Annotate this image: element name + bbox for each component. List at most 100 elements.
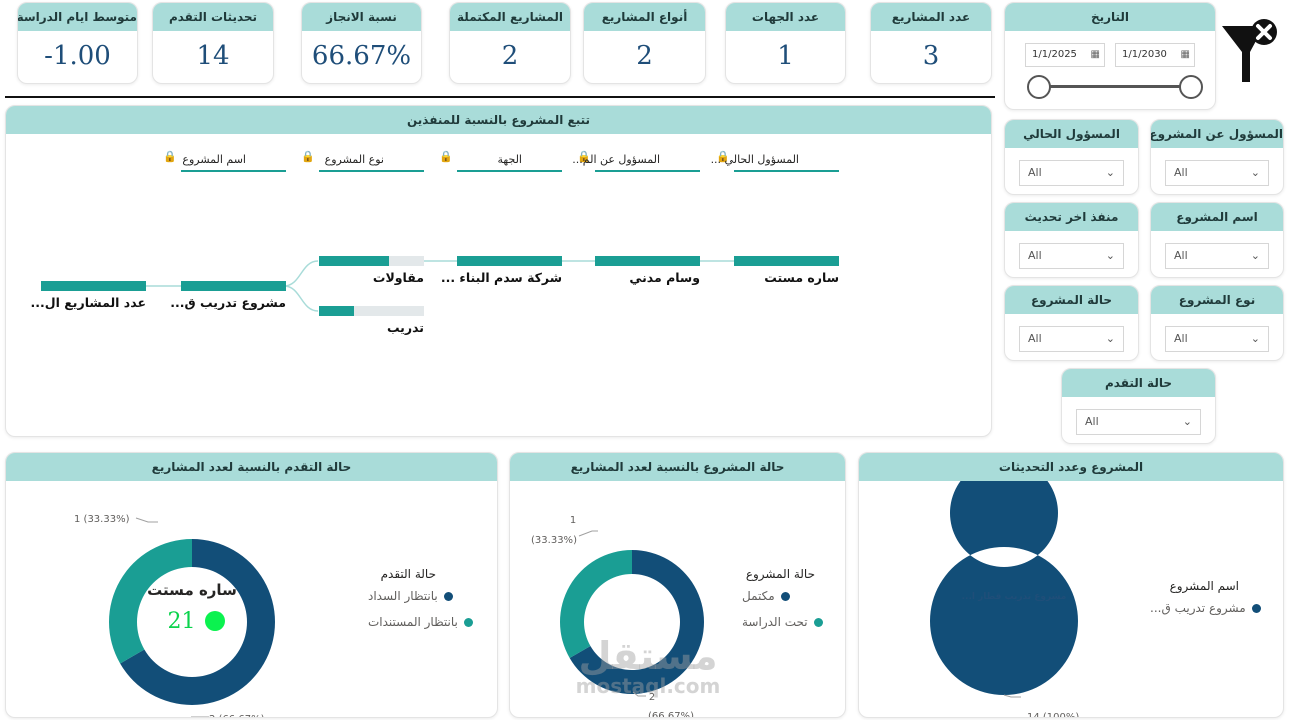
slicer-card: نوع المشروع All ⌄	[1150, 285, 1284, 361]
end-date-input[interactable]: 1/1/2030 ▦	[1115, 43, 1195, 67]
tree-level-label: اسم المشروع	[182, 153, 246, 166]
data-label: 2 (66.67%)	[209, 714, 265, 718]
data-label: 1	[570, 515, 576, 526]
kpi-value: 66.67%	[311, 41, 412, 71]
leader-line	[632, 691, 646, 697]
project-status-chart: حالة المشروع بالنسبة لعدد المشاريع 1 (33.…	[509, 452, 846, 718]
slicer-dropdown[interactable]: All ⌄	[1019, 243, 1124, 269]
tree-node-bar-bg	[319, 306, 424, 316]
slicer-dropdown[interactable]: All ⌄	[1165, 243, 1269, 269]
end-date-value: 1/1/2030	[1122, 49, 1167, 60]
legend-label: مشروع تدريب ق...	[1150, 601, 1246, 615]
chevron-down-icon: ⌄	[1105, 249, 1115, 262]
kpi-label: متوسط ايام الدراسة	[18, 3, 137, 31]
tree-level-header[interactable]: 🔒 نوع المشروع	[301, 150, 424, 172]
data-label: (33.33%)	[531, 535, 577, 546]
donut-slice[interactable]	[930, 481, 1078, 695]
tree-level-label: نوع المشروع	[324, 153, 384, 166]
slicer-label: حالة التقدم	[1062, 369, 1215, 397]
tree-connectors	[146, 260, 734, 312]
tree-node[interactable]: مشروع تدريب ق...	[170, 281, 286, 315]
legend-item[interactable]: مكتمل	[742, 589, 790, 603]
tree-node-label: عدد المشاريع ال...	[30, 295, 146, 310]
kpi-value: 2	[501, 41, 519, 71]
tree-node-label: مقاولات	[372, 270, 424, 285]
start-date-value: 1/1/2025	[1032, 49, 1077, 60]
data-label: 1 (33.33%)	[74, 514, 130, 525]
kpi-label: عدد الجهات	[726, 3, 845, 31]
donut-slice[interactable]	[569, 550, 704, 694]
chevron-down-icon: ⌄	[1105, 332, 1115, 345]
donut-slice[interactable]	[109, 539, 192, 664]
kpi-label: المشاريع المكتملة	[450, 3, 570, 31]
kpi-value: -1.00	[44, 41, 111, 71]
tree-node-bar	[457, 256, 562, 266]
tree-node[interactable]: ساره مستت	[734, 256, 839, 290]
watermark: مستقل mostaql.com	[563, 636, 733, 696]
kpi-card: أنواع المشاريع 2	[583, 2, 706, 84]
tree-node-label: تدريب	[386, 320, 424, 335]
clear-filters-button[interactable]	[1220, 12, 1280, 87]
watermark-arabic: مستقل	[578, 634, 718, 678]
date-slider-end-handle[interactable]	[1179, 75, 1203, 99]
start-date-input[interactable]: 1/1/2025 ▦	[1025, 43, 1105, 67]
updates-legend-title: اسم المشروع	[1169, 579, 1239, 593]
tree-node-label: وسام مدني	[629, 270, 700, 285]
slicer-card: حالة التقدم All ⌄	[1061, 368, 1216, 444]
tree-level-header[interactable]: 🔒 المسؤول الحالي ...	[711, 150, 839, 172]
progress-legend-title: حالة التقدم	[380, 567, 436, 581]
slicer-value: All	[1174, 166, 1188, 179]
donut-slice[interactable]	[120, 539, 275, 705]
legend-dot	[1251, 604, 1261, 613]
legend-item[interactable]: مشروع تدريب ق...	[1150, 601, 1261, 615]
slicer-dropdown[interactable]: All ⌄	[1019, 160, 1124, 186]
leader-line	[135, 517, 158, 523]
slicer-label: حالة المشروع	[1005, 286, 1138, 314]
legend-item[interactable]: بانتظار المستندات	[368, 615, 473, 629]
chevron-down-icon: ⌄	[1105, 166, 1115, 179]
tree-node-bar	[181, 281, 286, 291]
slicer-card: المسؤول الحالي All ⌄	[1004, 119, 1139, 195]
progress-center-value-row: 21	[156, 609, 236, 634]
legend-item[interactable]: بانتظار السداد	[368, 589, 453, 603]
tree-node[interactable]: مقاولات	[319, 256, 424, 290]
legend-item[interactable]: تحت الدراسة	[742, 615, 823, 629]
tree-node-bar	[734, 256, 839, 266]
tree-link	[283, 260, 319, 287]
slicer-dropdown[interactable]: All ⌄	[1165, 160, 1269, 186]
lock-icon: 🔒	[301, 150, 315, 163]
kpi-value: 1	[777, 41, 794, 71]
tree-node-bar	[595, 256, 700, 266]
leader-line	[1003, 694, 1021, 698]
kpi-label: تحديثات التقدم	[153, 3, 273, 31]
tree-level-header[interactable]: 🔒 الجهة	[439, 150, 562, 172]
tree-node[interactable]: تدريب	[319, 306, 424, 340]
tree-node-label: ساره مستت	[764, 270, 839, 285]
progress-center-value: 21	[167, 609, 196, 634]
slicer-label: المسؤول الحالي	[1005, 120, 1138, 148]
legend-dot	[780, 592, 790, 601]
kpi-label: نسبة الانجاز	[302, 3, 421, 31]
date-slider-track	[1039, 85, 1191, 88]
tree-level-header[interactable]: 🔒 اسم المشروع	[163, 150, 286, 172]
tree-node-bar	[319, 256, 389, 266]
tree-level-header[interactable]: 🔒 المسؤول عن الم...	[572, 150, 700, 172]
slicer-value: All	[1174, 249, 1188, 262]
tree-node[interactable]: شركة سدم البناء ...	[441, 256, 562, 290]
legend-label: بانتظار السداد	[368, 589, 438, 603]
donut-slice[interactable]	[560, 550, 632, 658]
tree-node[interactable]: عدد المشاريع ال...	[31, 281, 146, 315]
slicer-label: نوع المشروع	[1151, 286, 1283, 314]
slicer-dropdown[interactable]: All ⌄	[1019, 326, 1124, 352]
legend-dot	[813, 618, 823, 627]
slicer-value: All	[1028, 332, 1042, 345]
date-slider-start-handle[interactable]	[1027, 75, 1051, 99]
tree-node[interactable]: وسام مدني	[595, 256, 700, 290]
status-legend-title: حالة المشروع	[745, 567, 815, 581]
slicer-dropdown[interactable]: All ⌄	[1165, 326, 1269, 352]
chevron-down-icon: ⌄	[1182, 415, 1192, 428]
tree-title: تتبع المشروع بالنسبة للمنفذين	[6, 106, 991, 134]
lock-icon: 🔒	[439, 150, 453, 163]
slicer-dropdown[interactable]: All ⌄	[1076, 409, 1201, 435]
slicer-label: منفذ اخر تحديث	[1005, 203, 1138, 231]
